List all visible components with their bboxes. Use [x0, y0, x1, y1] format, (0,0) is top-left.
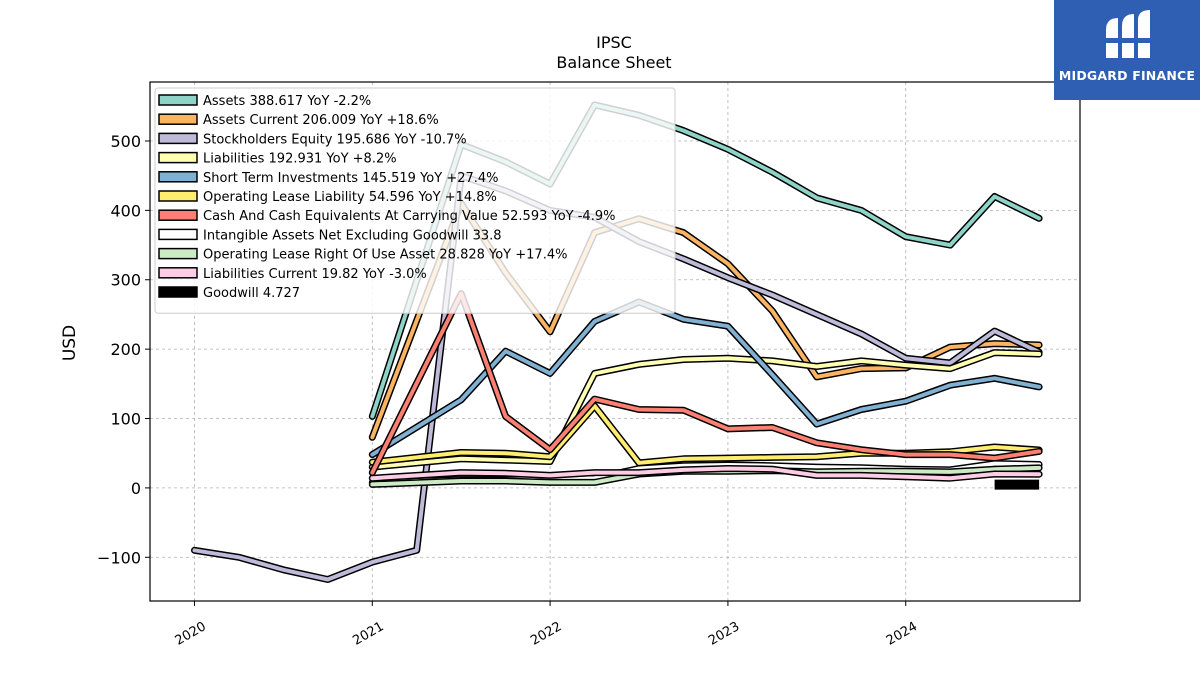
x-tick-label: 2022	[528, 619, 564, 649]
chart-subtitle: Balance Sheet	[556, 53, 671, 72]
x-tick-label: 2024	[884, 619, 920, 649]
legend: Assets 388.617 YoY -2.2% Assets Current 2…	[154, 87, 676, 314]
brand-name: MIDGARD FINANCE	[1058, 68, 1196, 83]
legend-swatch	[158, 151, 198, 164]
y-axis-label: USD	[60, 325, 80, 361]
series-liabilities-current	[368, 465, 1043, 482]
midgard-logo-icon	[1104, 10, 1152, 58]
legend-label: Cash And Cash Equivalents At Carrying Va…	[203, 209, 615, 224]
y-tick-label: 200	[110, 340, 141, 359]
legend-label: Goodwill 4.727	[203, 286, 300, 301]
series-short-term-investments	[368, 298, 1043, 459]
series-line	[370, 300, 1042, 457]
series-lines	[191, 101, 1043, 583]
series-liabilities	[368, 349, 1043, 471]
series-line	[370, 291, 1042, 475]
legend-swatch	[158, 171, 198, 183]
series-cash-and-cash-equivalents-at-carrying-value	[368, 290, 1043, 477]
y-tick-label: −100	[97, 548, 141, 567]
legend-swatch	[158, 209, 198, 221]
legend-box	[154, 87, 676, 314]
legend-label: Assets 388.617 YoY -2.2%	[203, 94, 371, 109]
y-tick-label: 0	[131, 479, 141, 498]
plot-frame	[149, 81, 1081, 602]
legend-label: Liabilities Current 19.82 YoY -3.0%	[203, 267, 427, 282]
legend-label: Intangible Assets Net Excluding Goodwill…	[203, 228, 502, 243]
legend-swatch	[158, 94, 198, 106]
x-tick-label: 2023	[706, 619, 742, 649]
legend-swatch	[158, 132, 198, 145]
series-line	[370, 350, 1042, 470]
x-tick-label: 2021	[350, 619, 386, 649]
legend-label: Operating Lease Liability 54.596 YoY +14…	[203, 190, 497, 205]
legend-swatch	[158, 113, 198, 125]
legend-label: Operating Lease Right Of Use Asset 28.82…	[203, 248, 567, 263]
series-line	[370, 466, 1042, 481]
legend-swatch	[158, 190, 198, 202]
x-tick-label: 2020	[173, 619, 209, 649]
y-tick-label: 500	[110, 132, 141, 151]
legend-label: Short Term Investments 145.519 YoY +27.4…	[203, 171, 499, 186]
legend-swatch	[158, 267, 198, 279]
legend-swatch	[158, 247, 198, 260]
y-tick-label: 100	[110, 410, 141, 429]
midgard-finance-logo: MIDGARD FINANCE	[1054, 0, 1200, 100]
y-tick-label: 300	[110, 271, 141, 290]
legend-label: Liabilities 192.931 YoY +8.2%	[203, 152, 397, 167]
legend-swatch	[158, 286, 198, 298]
legend-swatch	[158, 228, 198, 241]
legend-label: Assets Current 206.009 YoY +18.6%	[203, 113, 439, 128]
chart-title: IPSC	[596, 33, 632, 52]
y-tick-label: 400	[110, 201, 141, 220]
legend-label: Stockholders Equity 195.686 YoY -10.7%	[203, 132, 467, 147]
